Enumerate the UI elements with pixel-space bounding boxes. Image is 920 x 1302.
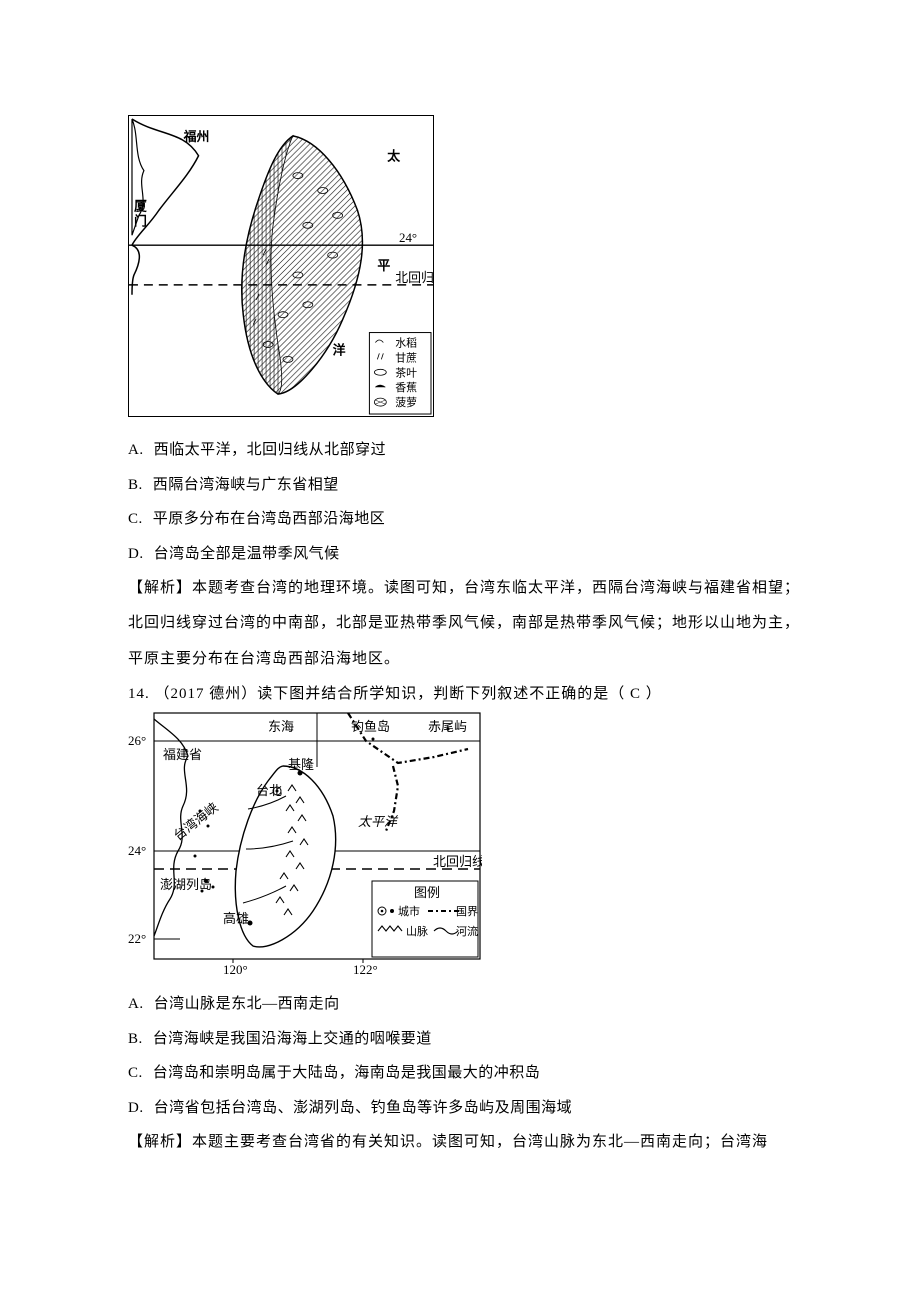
label-east-sea: 东海	[268, 719, 294, 734]
figure-2-taiwan-map: 26° 24° 22° 120° 122° 东海 台湾海峡 太平洋 福建省 基隆…	[128, 711, 482, 977]
label-26deg: 26°	[128, 733, 146, 748]
label-tropic-2: 北回归线	[433, 854, 482, 869]
q14-option-a: A.台湾山脉是东北—西南走向	[128, 987, 800, 1022]
label-fuzhou: 福州	[183, 129, 210, 144]
q14-option-c: C.台湾岛和崇明岛属于大陆岛，海南岛是我国最大的冲积岛	[128, 1056, 800, 1091]
svg-text:香蕉: 香蕉	[395, 381, 417, 394]
q14-option-b: B.台湾海峡是我国沿海海上交通的咽喉要道	[128, 1022, 800, 1057]
figure-2-svg: 26° 24° 22° 120° 122° 东海 台湾海峡 太平洋 福建省 基隆…	[128, 711, 482, 977]
label-fujian: 福建省	[163, 747, 202, 762]
document-page: 福州 厦 门 太 平 洋 24° 北回归线 水稻 甘蔗 茶叶 香蕉 菠萝	[0, 0, 920, 1302]
svg-text:茶叶: 茶叶	[395, 366, 417, 379]
svg-text:水稻: 水稻	[395, 336, 417, 349]
label-ocean-tai: 太	[386, 149, 400, 164]
svg-text:山脉: 山脉	[406, 924, 428, 938]
svg-text:国界: 国界	[456, 905, 478, 918]
q14-option-d-text: 台湾省包括台湾岛、澎湖列岛、钓鱼岛等许多岛屿及周围海域	[154, 1100, 573, 1116]
label-tropic-1: 北回归线	[395, 270, 433, 285]
label-gaoxiong: 高雄	[223, 911, 249, 926]
svg-text:甘蔗: 甘蔗	[395, 351, 417, 364]
label-taipei: 台北	[256, 783, 282, 798]
label-strait: 台湾海峡	[171, 800, 221, 844]
q13-option-d-text: 台湾岛全部是温带季风气候	[154, 546, 340, 562]
label-chiwei: 赤尾屿	[428, 719, 467, 734]
q14-option-b-text: 台湾海峡是我国沿海海上交通的咽喉要道	[153, 1031, 432, 1047]
label-22deg: 22°	[128, 931, 146, 946]
figure-1-taiwan-crops-map: 福州 厦 门 太 平 洋 24° 北回归线 水稻 甘蔗 茶叶 香蕉 菠萝	[128, 115, 434, 417]
figure-1-svg: 福州 厦 门 太 平 洋 24° 北回归线 水稻 甘蔗 茶叶 香蕉 菠萝	[129, 116, 433, 416]
q14-stem-suffix: ）	[646, 686, 662, 702]
q14-option-a-text: 台湾山脉是东北—西南走向	[154, 996, 340, 1012]
label-24deg: 24°	[399, 230, 417, 245]
q14-analysis-fragment: 【解析】本题主要考查台湾省的有关知识。读图可知，台湾山脉为东北—西南走向；台湾海	[128, 1125, 800, 1160]
label-xiamen-2: 门	[134, 213, 147, 228]
q13-option-b: B.西隔台湾海峡与广东省相望	[128, 468, 800, 503]
label-120deg: 120°	[223, 962, 248, 977]
q14-option-d: D.台湾省包括台湾岛、澎湖列岛、钓鱼岛等许多岛屿及周围海域	[128, 1091, 800, 1126]
q13-option-c: C.平原多分布在台湾岛西部沿海地区	[128, 502, 800, 537]
q13-option-d: D.台湾岛全部是温带季风气候	[128, 537, 800, 572]
svg-text:菠萝: 菠萝	[395, 396, 417, 409]
svg-text:城市: 城市	[398, 904, 420, 918]
label-122deg: 122°	[353, 962, 378, 977]
q13-analysis: 【解析】本题考查台湾的地理环境。读图可知，台湾东临太平洋，西隔台湾海峡与福建省相…	[128, 571, 800, 677]
q14-stem: 14. （2017 德州）读下图并结合所学知识，判断下列叙述不正确的是（ C ）	[128, 677, 800, 712]
label-diaoyu: 钓鱼岛	[351, 719, 390, 734]
q14-stem-prefix: 14. （2017 德州）读下图并结合所学知识，判断下列叙述不正确的是（	[128, 686, 625, 702]
label-ocean-yang: 洋	[333, 342, 346, 357]
label-xiamen-1: 厦	[134, 198, 147, 213]
label-24deg-2: 24°	[128, 843, 146, 858]
label-pacific: 太平洋	[358, 814, 399, 829]
q13-option-c-text: 平原多分布在台湾岛西部沿海地区	[153, 511, 386, 527]
label-ocean-ping: 平	[377, 258, 390, 273]
label-penghu: 澎湖列岛	[160, 877, 212, 892]
q13-option-a-text: 西临太平洋，北回归线从北部穿过	[154, 442, 387, 458]
q13-option-a: A.西临太平洋，北回归线从北部穿过	[128, 433, 800, 468]
q14-option-c-text: 台湾岛和崇明岛属于大陆岛，海南岛是我国最大的冲积岛	[153, 1065, 541, 1081]
svg-text:河流: 河流	[456, 924, 478, 938]
legend-title: 图例	[414, 885, 440, 900]
q13-option-b-text: 西隔台湾海峡与广东省相望	[153, 477, 339, 493]
q14-answer: C	[630, 686, 641, 702]
label-jilong: 基隆	[288, 757, 314, 772]
